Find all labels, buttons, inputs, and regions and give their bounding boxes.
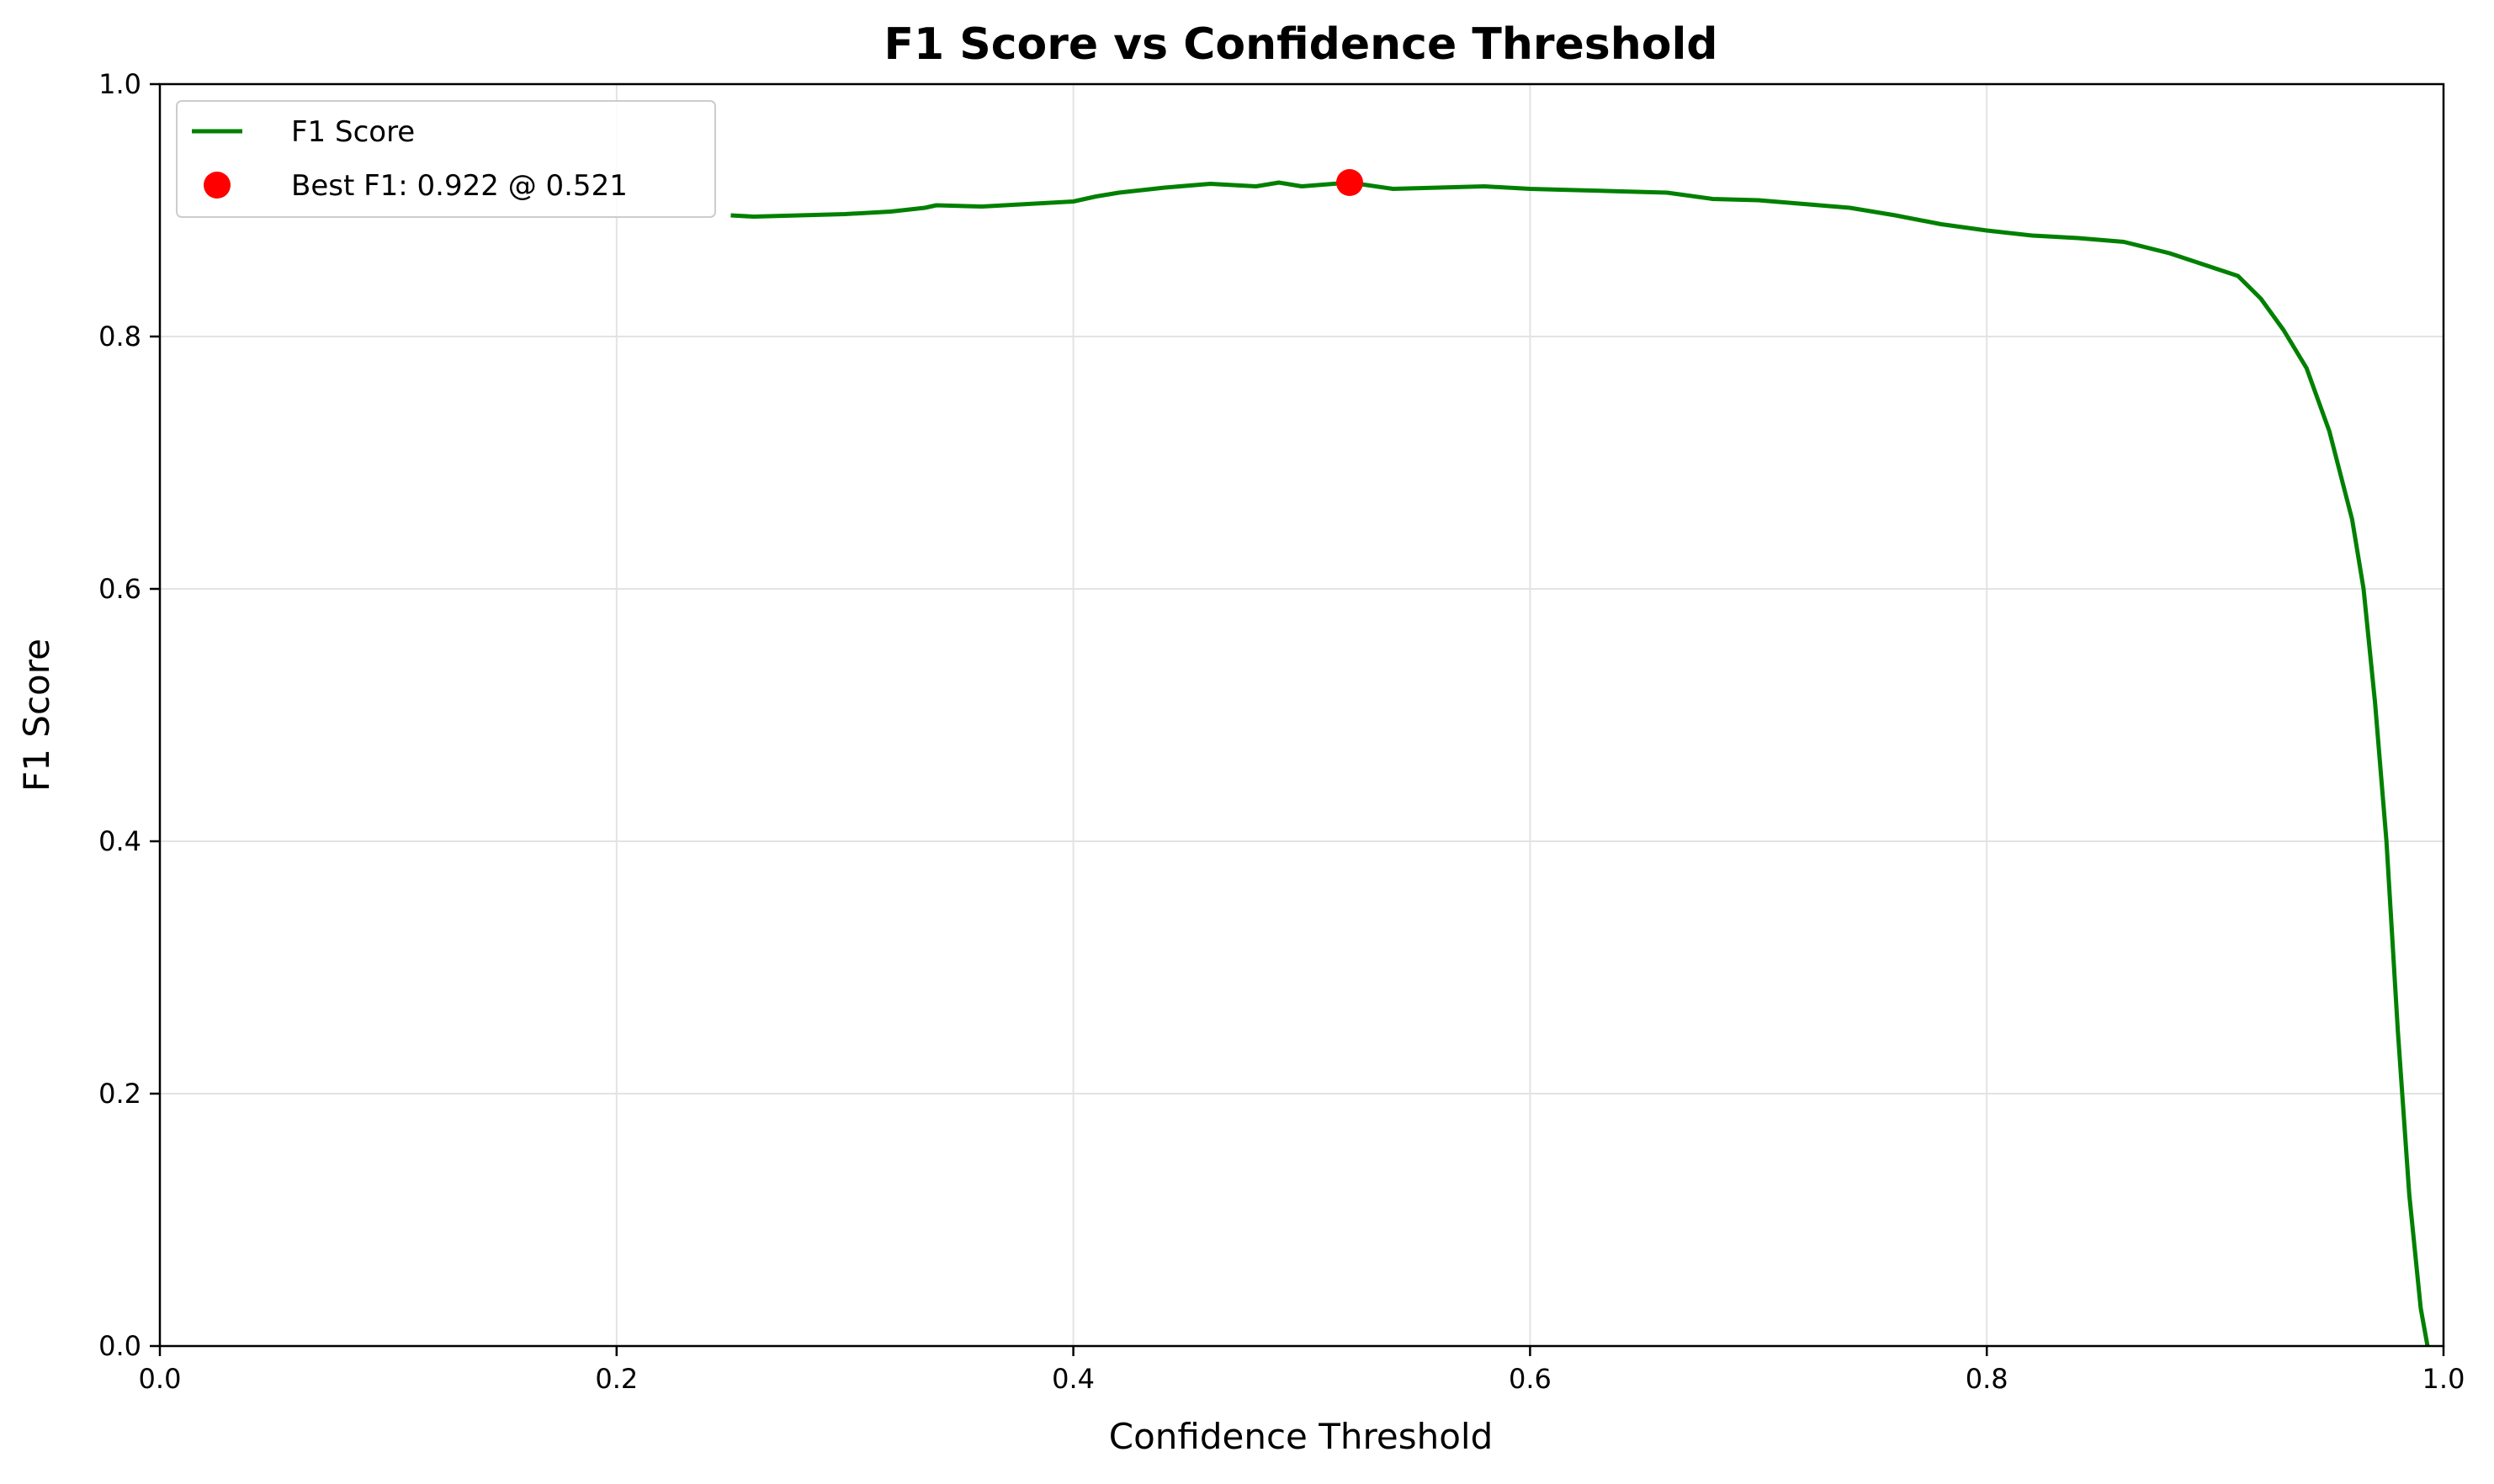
y-tick-label: 0.4	[98, 825, 141, 857]
y-tick-label: 0.0	[98, 1330, 141, 1362]
plot-frame	[158, 82, 2445, 1348]
y-axis-label: F1 Score	[16, 639, 57, 792]
legend: F1 Score Best F1: 0.922 @ 0.521	[176, 100, 716, 218]
x-tick-label: 0.0	[139, 1363, 182, 1395]
legend-label-best: Best F1: 0.922 @ 0.521	[291, 169, 628, 203]
axis-ticks: 0.0 0.2 0.4 0.6 0.8 1.0 0.0 0.2 0.4 0.6 0.8 1.0	[98, 68, 2465, 1395]
grid-lines	[159, 83, 2444, 1347]
x-tick-label: 0.6	[1509, 1363, 1552, 1395]
chart-title: F1 Score vs Confidence Threshold	[884, 19, 1717, 70]
best-f1-marker	[1335, 169, 1363, 196]
y-tick-label: 0.6	[98, 573, 141, 605]
x-tick-label: 0.8	[1966, 1363, 2008, 1395]
f1-score-line	[730, 180, 2430, 1347]
legend-box	[176, 100, 716, 218]
x-axis-label: Confidence Threshold	[1109, 1416, 1493, 1457]
legend-label-f1: F1 Score	[291, 115, 415, 149]
legend-marker-swatch	[204, 172, 231, 199]
y-tick-label: 0.2	[98, 1078, 141, 1110]
x-tick-label: 0.2	[595, 1363, 638, 1395]
series-layer	[730, 169, 2430, 1347]
x-tick-label: 0.4	[1052, 1363, 1095, 1395]
y-tick-label: 0.8	[98, 321, 141, 352]
y-tick-label: 1.0	[98, 68, 141, 100]
x-tick-label: 1.0	[2422, 1363, 2465, 1395]
